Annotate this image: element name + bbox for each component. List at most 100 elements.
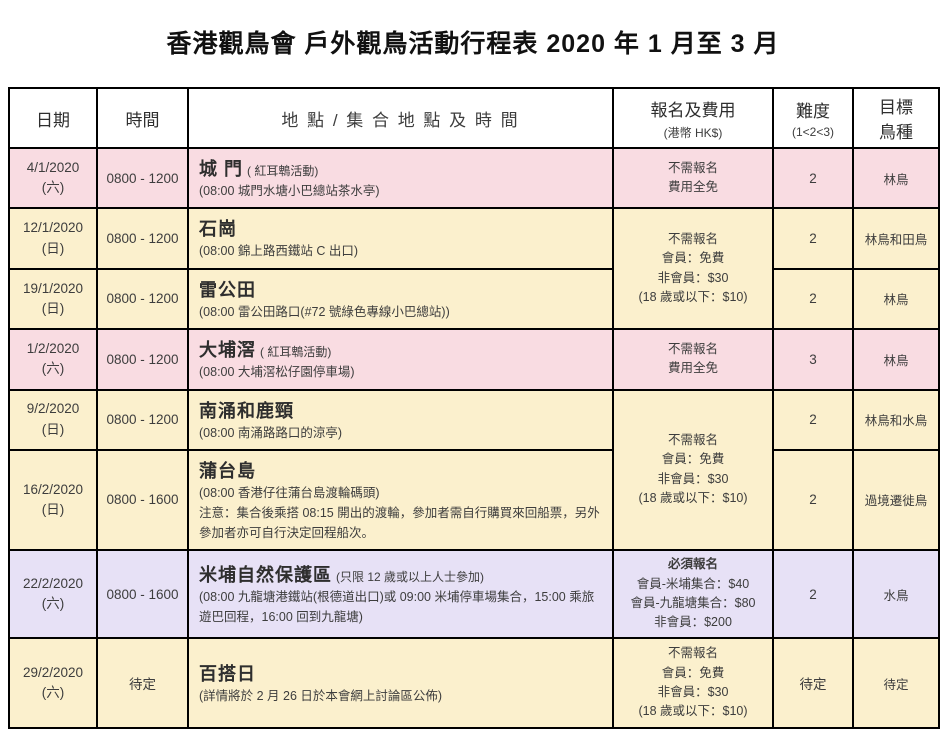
meeting-point: (08:00 九龍塘港鐵站(根德道出口)或 09:00 米埔停車場集合，15:0… <box>199 590 595 624</box>
weekday-value: (六) <box>41 180 65 196</box>
location-title-note: ( 紅耳鵯活動) <box>260 345 332 360</box>
cell-location: 百搭日 (詳情將於 2 月 26 日於本會網上討論區公佈) <box>187 637 614 729</box>
fee-line: 費用全免 <box>667 180 718 195</box>
fee-line: 不需報名 <box>667 232 718 246</box>
location-title: 雷公田 <box>199 279 256 300</box>
cell-time: 0800 - 1600 <box>96 448 189 552</box>
meeting-point: (08:00 大埔滘松仔園停車場) <box>199 365 355 380</box>
location-title: 蒲台島 <box>199 460 256 481</box>
location-title-note: ( 紅耳鵯活動) <box>247 164 319 178</box>
fee-line: 會員：免費 <box>661 665 725 680</box>
table-row: 1/2/2020 (六) 0800 - 1200 大埔滘 ( 紅耳鵯活動) (08:… <box>8 328 940 391</box>
cell-location: 蒲台島 (08:00 香港仔往蒲台島渡輪碼頭) 注意：集合後乘搭 08:15 開… <box>187 448 614 552</box>
cell-date: 22/2/2020 (六) <box>8 549 98 639</box>
date-value: 29/2/2020 <box>22 664 84 680</box>
cell-location: 南涌和鹿頸 (08:00 南涌路路口的涼亭) <box>187 388 614 451</box>
fee-line: 會員-米埔集合：$40 <box>636 576 750 591</box>
cell-fee: 不需報名 會員：免費 非會員：$30 (18 歲或以下：$10) <box>612 637 774 729</box>
cell-date: 4/1/2020 (六) <box>8 146 98 210</box>
table-row: 12/1/2020 (日) 0800 - 1200 石崗 (08:00 錦上路西鐵… <box>8 207 940 331</box>
meeting-point: (08:00 雷公田路口(#72 號綠色專線小巴總站)) <box>199 304 450 319</box>
col-header-time-label: 時間 <box>125 110 160 130</box>
fee-line: 會員-九龍塘集合：$80 <box>630 596 756 610</box>
cell-time: 0800 - 1200 <box>96 146 189 210</box>
col-header-date-label: 日期 <box>36 110 70 130</box>
location-title-note: (只限 12 歲或以上人士參加) <box>336 570 485 585</box>
weekday-value: (日) <box>41 421 65 437</box>
date-value: 16/2/2020 <box>22 481 84 497</box>
cell-difficulty: 2 <box>772 267 854 331</box>
meeting-point: (詳情將於 2 月 26 日於本會網上討論區公佈) <box>199 688 443 703</box>
date-value: 12/1/2020 <box>22 220 84 236</box>
weekday-value: (六) <box>41 596 65 611</box>
cell-target: 林鳥和田鳥 <box>852 207 940 270</box>
date-value: 4/1/2020 <box>26 159 80 175</box>
col-header-location: 地 點 / 集 合 地 點 及 時 間 <box>187 87 614 149</box>
meeting-point: (08:00 香港仔往蒲台島渡輪碼頭) <box>199 485 380 500</box>
table-row: 29/2/2020 (六) 待定 百搭日 (詳情將於 2 月 26 日於本會網上討… <box>8 637 940 729</box>
cell-date: 1/2/2020 (六) <box>8 328 98 391</box>
fee-line: 不需報名 <box>667 433 718 447</box>
schedule-table: 日期 時間 地 點 / 集 合 地 點 及 時 間 報名及費用 (港幣 HK$)… <box>8 87 940 729</box>
cell-difficulty: 2 <box>772 146 854 210</box>
date-value: 1/2/2020 <box>26 341 80 357</box>
activity-note: 注意：集合後乘搭 08:15 開出的渡輪，參加者需自行購買來回船票，另外參加者亦… <box>199 506 600 540</box>
cell-date: 16/2/2020 (日) <box>8 448 98 552</box>
cell-target: 林鳥 <box>852 146 940 210</box>
col-header-difficulty-label: 難度 <box>796 102 830 121</box>
fee-line: 會員：免費 <box>661 251 725 266</box>
cell-time: 0800 - 1200 <box>96 328 189 391</box>
cell-difficulty: 3 <box>772 328 854 391</box>
cell-date: 19/1/2020 (日) <box>8 267 98 331</box>
location-title: 大埔滘 <box>199 340 256 361</box>
fee-line: 非會員：$30 <box>657 270 729 285</box>
col-header-location-label: 地 點 / 集 合 地 點 及 時 間 <box>281 110 520 130</box>
col-header-difficulty: 難度 (1<2<3) <box>772 87 854 149</box>
fee-line: 不需報名 <box>667 341 718 356</box>
cell-location: 石崗 (08:00 錦上路西鐵站 C 出口) <box>187 207 614 270</box>
table-row: 9/2/2020 (日) 0800 - 1200 南涌和鹿頸 (08:00 南涌路… <box>8 388 940 551</box>
cell-time: 0800 - 1600 <box>96 549 189 639</box>
cell-difficulty: 2 <box>772 388 854 451</box>
cell-target: 林鳥 <box>852 267 940 331</box>
fee-line: 非會員：$30 <box>657 685 729 699</box>
col-header-difficulty-scale: (1<2<3) <box>791 125 835 139</box>
cell-date: 12/1/2020 (日) <box>8 207 98 270</box>
cell-fee: 不需報名 費用全免 <box>612 328 774 391</box>
meeting-point: (08:00 城門水塘小巴總站茶水亭) <box>199 184 380 198</box>
fee-line: (18 歲或以下：$10) <box>638 491 748 506</box>
location-title: 石崗 <box>199 219 237 240</box>
meeting-point: (08:00 錦上路西鐵站 C 出口) <box>199 244 359 259</box>
weekday-value: (日) <box>41 300 65 316</box>
cell-location: 城 門( 紅耳鵯活動) (08:00 城門水塘小巴總站茶水亭) <box>187 146 614 210</box>
fee-line: (18 歲或以下：$10) <box>638 290 748 305</box>
table-row: 4/1/2020 (六) 0800 - 1200 城 門( 紅耳鵯活動) (08:… <box>8 146 940 210</box>
fee-line: 非會員：$30 <box>657 471 729 486</box>
table-row: 22/2/2020 (六) 0800 - 1600 米埔自然保護區 (只限 12 歲… <box>8 549 940 639</box>
cell-date: 9/2/2020 (日) <box>8 388 98 451</box>
col-header-fee-currency: (港幣 HK$) <box>663 125 723 140</box>
cell-difficulty: 2 <box>772 207 854 270</box>
cell-difficulty: 2 <box>772 448 854 552</box>
fee-line: 會員：免費 <box>661 452 725 467</box>
cell-target: 水鳥 <box>852 549 940 639</box>
fee-line: 不需報名 <box>667 160 718 175</box>
cell-fee: 必須報名 會員-米埔集合：$40 會員-九龍塘集合：$80 非會員：$200 <box>612 549 774 639</box>
date-value: 9/2/2020 <box>26 401 80 417</box>
location-title: 米埔自然保護區 <box>199 565 332 586</box>
location-title: 南涌和鹿頸 <box>199 400 294 421</box>
fee-line: 費用全免 <box>667 361 718 376</box>
cell-target: 林鳥和水鳥 <box>852 388 940 451</box>
fee-required-label: 必須報名 <box>667 557 718 572</box>
cell-location: 雷公田 (08:00 雷公田路口(#72 號綠色專線小巴總站)) <box>187 267 614 331</box>
cell-date: 29/2/2020 (六) <box>8 637 98 729</box>
col-header-time: 時間 <box>96 87 189 149</box>
header-row: 日期 時間 地 點 / 集 合 地 點 及 時 間 報名及費用 (港幣 HK$)… <box>8 87 940 149</box>
cell-target: 過境遷徙鳥 <box>852 448 940 552</box>
col-header-fee-label: 報名及費用 <box>650 100 736 120</box>
col-header-target-label1: 目標 <box>879 98 913 117</box>
cell-fee: 不需報名 費用全免 <box>612 146 774 210</box>
weekday-value: (日) <box>41 501 65 517</box>
date-value: 22/2/2020 <box>22 575 84 591</box>
meeting-point: (08:00 南涌路路口的涼亭) <box>199 425 343 440</box>
